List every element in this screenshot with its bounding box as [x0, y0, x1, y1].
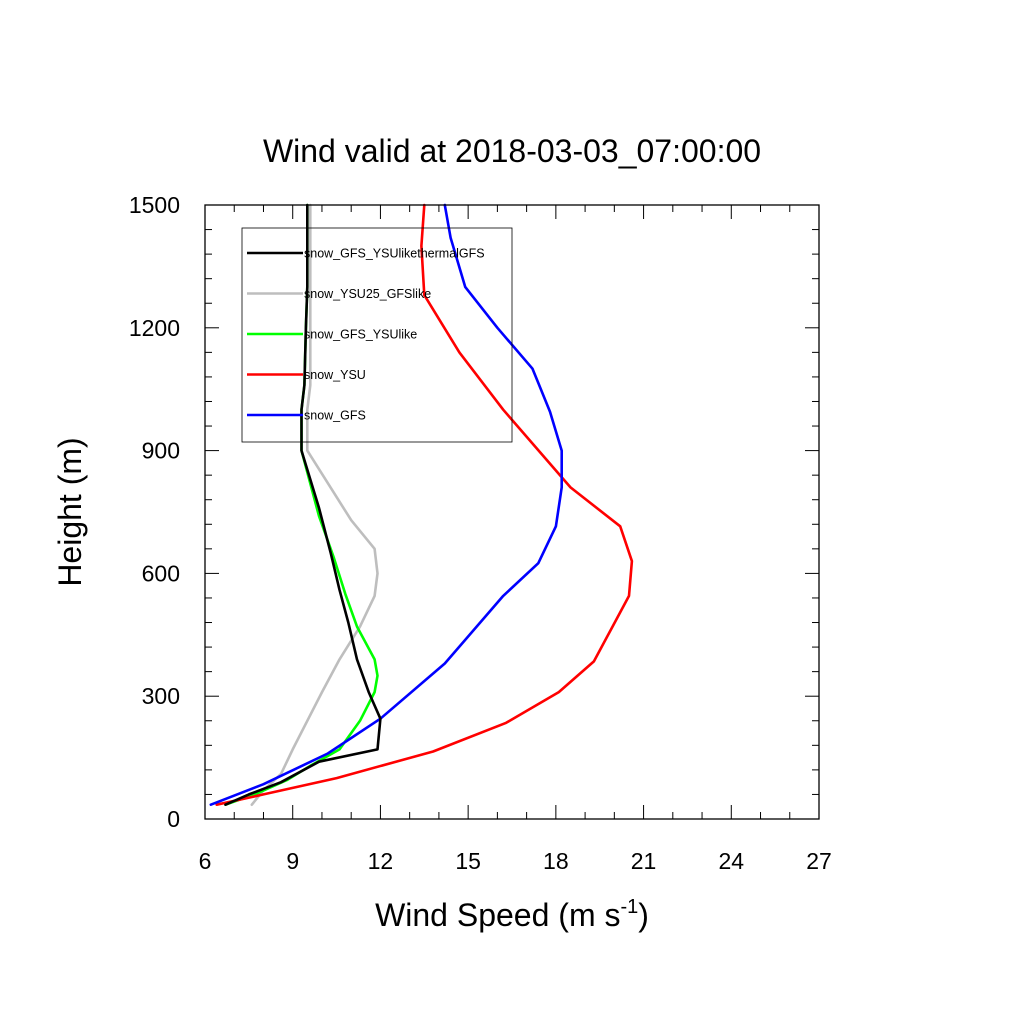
series-line-snow_GFS: [209, 203, 564, 807]
x-tick-label: 6: [199, 848, 212, 874]
series-line-snow_GFS_YSUlikethermalGFS: [224, 203, 382, 807]
chart-title: Wind valid at 2018-03-03_07:00:00: [263, 133, 761, 169]
legend-label-snow_GFS_YSUlike: snow_GFS_YSUlike: [304, 328, 417, 342]
y-tick-label: 1200: [129, 315, 180, 341]
series-line-snow_YSU: [215, 203, 634, 807]
y-tick-label: 600: [142, 560, 180, 586]
x-axis-title-close: ): [638, 897, 649, 933]
x-tick-label: 21: [631, 848, 657, 874]
legend-label-snow_GFS: snow_GFS: [304, 409, 366, 423]
legend-label-snow_GFS_YSUlikethermalGFS: snow_GFS_YSUlikethermalGFS: [304, 247, 485, 261]
legend-label-snow_YSU25_GFSlike: snow_YSU25_GFSlike: [304, 287, 431, 301]
legend-label-snow_YSU: snow_YSU: [304, 368, 366, 382]
x-tick-label: 27: [806, 848, 832, 874]
legend: snow_GFS_YSUlikethermalGFS snow_YSU25_GFS…: [241, 227, 513, 443]
series-layer: [209, 203, 634, 807]
x-tick-label: 9: [286, 848, 299, 874]
legend-items: snow_GFS_YSUlikethermalGFS snow_YSU25_GFS…: [247, 247, 485, 423]
x-axis-title: Wind Speed (m s-1): [375, 896, 649, 933]
ticks-layer: [204, 204, 820, 820]
x-axis-title-text: Wind Speed (m s: [375, 897, 620, 933]
y-tick-label: 0: [167, 806, 180, 832]
y-tick-label: 900: [142, 438, 180, 464]
tick-labels-layer: 6 9 12 15 18 21 24 27 0 300 600 900 1200 1500: [129, 192, 832, 874]
plot-frame: [204, 204, 820, 820]
x-axis-title-superscript: -1: [620, 896, 638, 918]
legend-box: [241, 227, 513, 443]
x-tick-label: 24: [718, 848, 744, 874]
series-line-snow_YSU25_GFSlike: [250, 203, 379, 807]
x-tick-label: 12: [368, 848, 394, 874]
y-axis-title: Height (m): [52, 437, 88, 586]
y-tick-label: 300: [142, 683, 180, 709]
x-tick-label: 18: [543, 848, 569, 874]
x-tick-label: 15: [455, 848, 481, 874]
y-tick-label: 1500: [129, 192, 180, 218]
